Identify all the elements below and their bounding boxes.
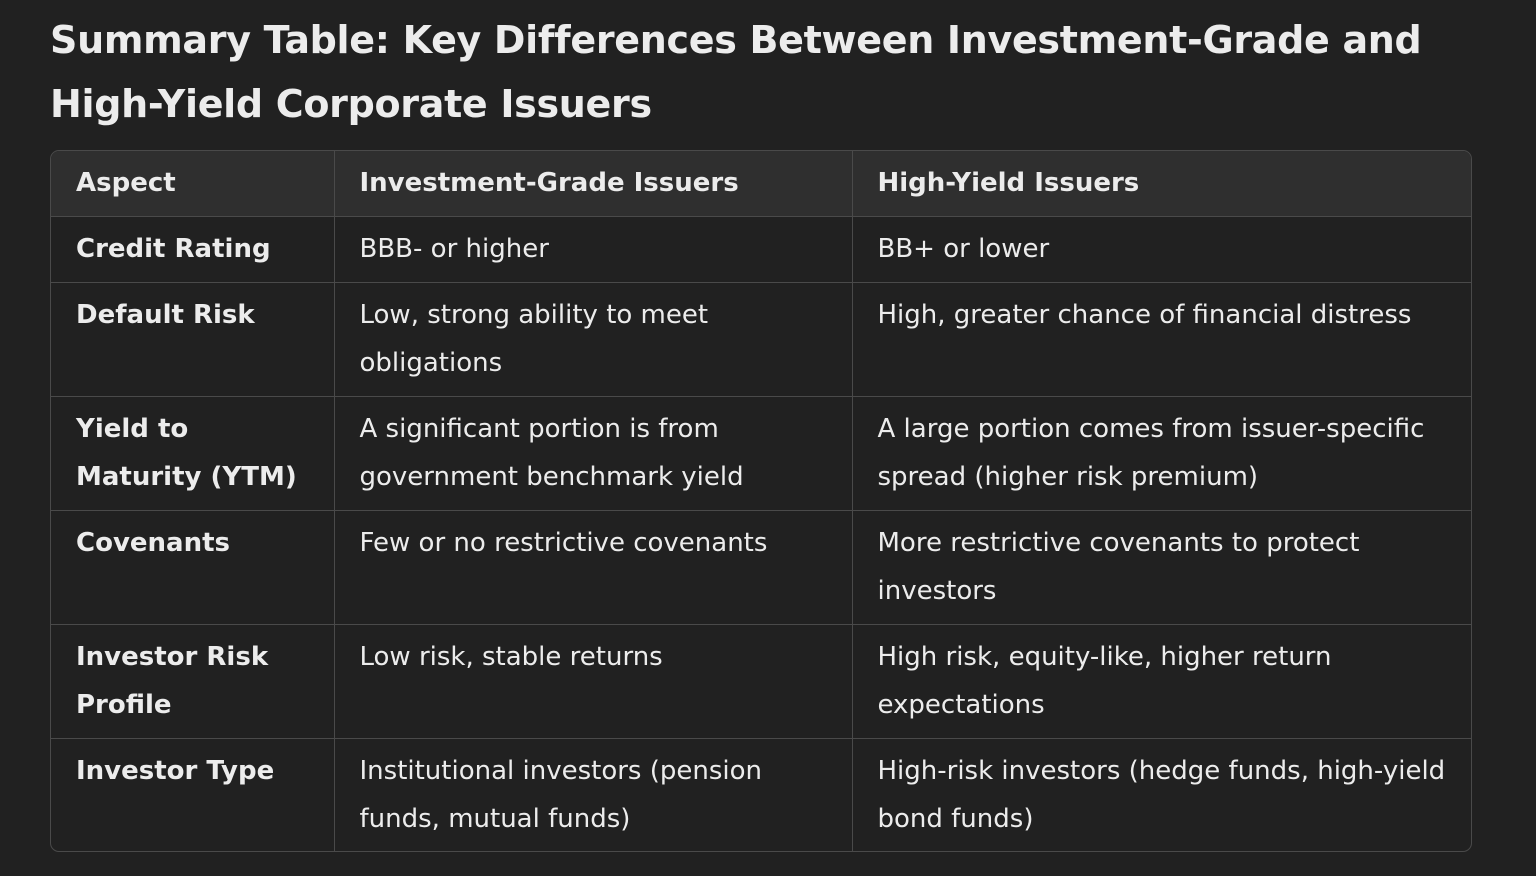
header-investment-grade: Investment-Grade Issuers xyxy=(333,151,853,217)
high-yield-cell: BB+ or lower xyxy=(851,216,1471,283)
investment-grade-cell: BBB- or higher xyxy=(333,216,853,283)
investment-grade-cell: Low risk, stable returns xyxy=(333,624,853,739)
table-row: Yield to Maturity (YTM) A significant po… xyxy=(51,396,1471,511)
high-yield-cell: A large portion comes from issuer-specif… xyxy=(851,396,1471,511)
investment-grade-cell: A significant portion is from government… xyxy=(333,396,853,511)
investment-grade-cell: Low, strong ability to meet obligations xyxy=(333,282,853,397)
header-high-yield: High-Yield Issuers xyxy=(851,151,1471,217)
high-yield-cell: More restrictive covenants to protect in… xyxy=(851,510,1471,625)
table-row: Credit Rating BBB- or higher BB+ or lowe… xyxy=(51,216,1471,283)
table-row: Default Risk Low, strong ability to meet… xyxy=(51,282,1471,397)
row-aspect-cell: Covenants xyxy=(51,510,335,625)
row-aspect-cell: Yield to Maturity (YTM) xyxy=(51,396,335,511)
page-title: Summary Table: Key Differences Between I… xyxy=(50,18,1422,126)
high-yield-cell: High, greater chance of financial distre… xyxy=(851,282,1471,397)
high-yield-cell: High risk, equity-like, higher return ex… xyxy=(851,624,1471,739)
investment-grade-cell: Institutional investors (pension funds, … xyxy=(333,738,853,851)
investment-grade-cell: Few or no restrictive covenants xyxy=(333,510,853,625)
table-header-row: Aspect Investment-Grade Issuers High-Yie… xyxy=(51,151,1471,217)
table-row: Covenants Few or no restrictive covenant… xyxy=(51,510,1471,625)
header-aspect: Aspect xyxy=(51,151,335,217)
high-yield-cell: High-risk investors (hedge funds, high-y… xyxy=(851,738,1471,851)
summary-table: Aspect Investment-Grade Issuers High-Yie… xyxy=(50,150,1472,852)
row-aspect-cell: Investor Type xyxy=(51,738,335,851)
row-aspect-cell: Default Risk xyxy=(51,282,335,397)
table-row: Investor Risk Profile Low risk, stable r… xyxy=(51,624,1471,739)
table-row: Investor Type Institutional investors (p… xyxy=(51,738,1471,851)
row-aspect-cell: Investor Risk Profile xyxy=(51,624,335,739)
row-aspect-cell: Credit Rating xyxy=(51,216,335,283)
